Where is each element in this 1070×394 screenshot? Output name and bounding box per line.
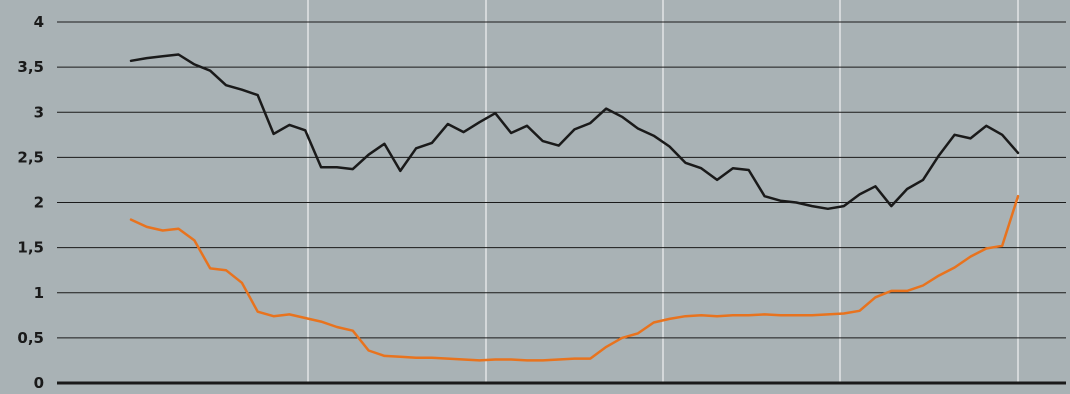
y-tick-label: 3,5 xyxy=(17,58,44,76)
grid-layer xyxy=(57,0,1066,383)
label-layer: 0 0,5 1 1,5 2 2,5 3 3,5 4 xyxy=(17,13,44,392)
series-line-1 xyxy=(129,53,1020,211)
y-tick-label: 1,5 xyxy=(17,239,44,257)
series-layer xyxy=(129,53,1020,362)
y-tick-label: 0 xyxy=(34,374,44,392)
y-tick-label: 2 xyxy=(34,194,44,212)
y-tick-label: 0,5 xyxy=(17,329,44,347)
y-tick-label: 2,5 xyxy=(17,148,44,166)
series-line-2 xyxy=(129,194,1020,362)
y-tick-label: 3 xyxy=(34,103,44,121)
y-tick-label: 4 xyxy=(34,13,44,31)
y-tick-label: 1 xyxy=(34,284,44,302)
